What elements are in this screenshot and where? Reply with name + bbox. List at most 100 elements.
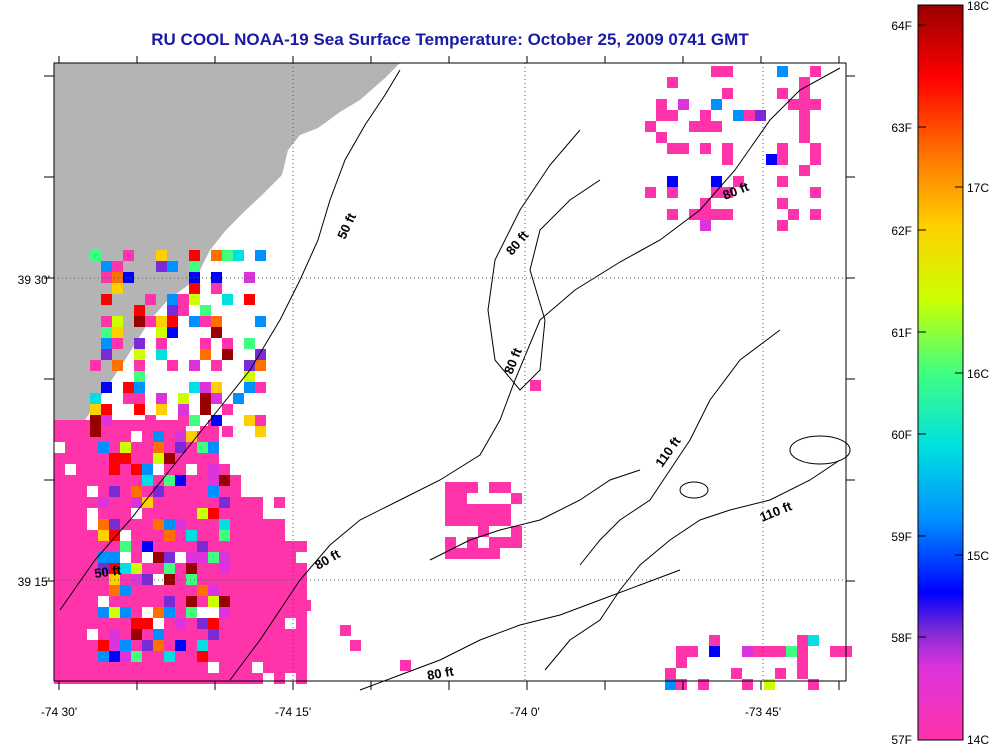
y-tick-label: 39 30' bbox=[18, 273, 50, 287]
sst-cell bbox=[665, 679, 676, 690]
sst-cell bbox=[230, 486, 241, 497]
sst-cell bbox=[186, 552, 197, 563]
sst-cell bbox=[296, 629, 307, 640]
sst-cell bbox=[175, 629, 186, 640]
sst-cell bbox=[219, 552, 230, 563]
sst-cell bbox=[241, 640, 252, 651]
sst-cell bbox=[134, 316, 145, 327]
sst-cell bbox=[219, 662, 230, 673]
sst-cell bbox=[219, 618, 230, 629]
sst-cell bbox=[131, 486, 142, 497]
sst-cell bbox=[120, 464, 131, 475]
sst-cell bbox=[244, 415, 255, 426]
sst-cell bbox=[90, 393, 101, 404]
colorbar-c-label: 16C bbox=[967, 367, 989, 381]
x-axis: -74 30' -74 15' -74 0' -73 45' bbox=[41, 705, 781, 719]
sst-cell bbox=[131, 607, 142, 618]
sst-cell bbox=[255, 426, 266, 437]
sst-cell bbox=[722, 143, 733, 154]
sst-cell bbox=[274, 662, 285, 673]
sst-cell bbox=[164, 486, 175, 497]
sst-cell bbox=[112, 338, 123, 349]
sst-cell bbox=[142, 541, 153, 552]
sst-cell bbox=[54, 574, 65, 585]
sst-cell bbox=[445, 537, 456, 548]
sst-cell bbox=[131, 530, 142, 541]
sst-cell bbox=[142, 651, 153, 662]
sst-cell bbox=[830, 646, 841, 657]
sst-cell bbox=[489, 537, 500, 548]
sst-cell bbox=[197, 662, 208, 673]
sst-cell bbox=[186, 607, 197, 618]
sst-cell bbox=[467, 482, 478, 493]
sst-cell bbox=[134, 404, 145, 415]
sst-cell bbox=[742, 646, 753, 657]
sst-cell bbox=[65, 640, 76, 651]
sst-cell bbox=[98, 596, 109, 607]
sst-cell bbox=[252, 651, 263, 662]
sst-cell bbox=[478, 515, 489, 526]
sst-cell bbox=[98, 574, 109, 585]
sst-cell bbox=[500, 482, 511, 493]
sst-cell bbox=[87, 673, 98, 684]
sst-pixel-layer bbox=[54, 66, 852, 690]
sst-cell bbox=[54, 585, 65, 596]
sst-cell bbox=[76, 464, 87, 475]
sst-cell bbox=[296, 640, 307, 651]
sst-cell bbox=[175, 486, 186, 497]
sst-cell bbox=[645, 187, 656, 198]
sst-cell bbox=[76, 508, 87, 519]
sst-cell bbox=[189, 250, 200, 261]
sst-cell bbox=[54, 596, 65, 607]
sst-cell bbox=[65, 486, 76, 497]
sst-cell bbox=[142, 640, 153, 651]
sst-cell bbox=[197, 519, 208, 530]
sst-cell bbox=[797, 646, 808, 657]
sst-cell bbox=[153, 530, 164, 541]
sst-cell bbox=[530, 380, 541, 391]
sst-cell bbox=[54, 431, 65, 442]
sst-cell bbox=[208, 530, 219, 541]
sst-cell bbox=[296, 585, 307, 596]
sst-cell bbox=[134, 349, 145, 360]
sst-cell bbox=[285, 541, 296, 552]
sst-cell bbox=[274, 552, 285, 563]
sst-cell bbox=[810, 187, 821, 198]
sst-cell bbox=[252, 607, 263, 618]
sst-cell bbox=[197, 530, 208, 541]
sst-cell bbox=[656, 110, 667, 121]
sst-cell bbox=[241, 673, 252, 684]
sst-cell bbox=[153, 508, 164, 519]
sst-cell bbox=[87, 453, 98, 464]
sst-cell bbox=[134, 382, 145, 393]
sst-cell bbox=[109, 585, 120, 596]
sst-cell bbox=[241, 519, 252, 530]
sst-cell bbox=[208, 596, 219, 607]
sst-cell bbox=[244, 360, 255, 371]
sst-cell bbox=[65, 530, 76, 541]
sst-cell bbox=[76, 673, 87, 684]
sst-cell bbox=[208, 651, 219, 662]
sst-cell bbox=[65, 552, 76, 563]
sst-cell bbox=[208, 618, 219, 629]
colorbar-c-label: 15C bbox=[967, 549, 989, 563]
sst-cell bbox=[186, 596, 197, 607]
sst-cell bbox=[186, 585, 197, 596]
sst-cell bbox=[54, 497, 65, 508]
sst-cell bbox=[241, 651, 252, 662]
sst-cell bbox=[178, 305, 189, 316]
sst-cell bbox=[200, 349, 211, 360]
sst-cell bbox=[98, 673, 109, 684]
sst-cell bbox=[285, 585, 296, 596]
sst-cell bbox=[808, 679, 819, 690]
sst-cell bbox=[733, 110, 744, 121]
sst-cell bbox=[219, 563, 230, 574]
sst-cell bbox=[233, 393, 244, 404]
sst-cell bbox=[219, 607, 230, 618]
sst-cell bbox=[153, 486, 164, 497]
x-tick-label: -74 15' bbox=[275, 705, 311, 719]
sst-cell bbox=[711, 209, 722, 220]
sst-cell bbox=[153, 464, 164, 475]
sst-cell bbox=[164, 420, 175, 431]
